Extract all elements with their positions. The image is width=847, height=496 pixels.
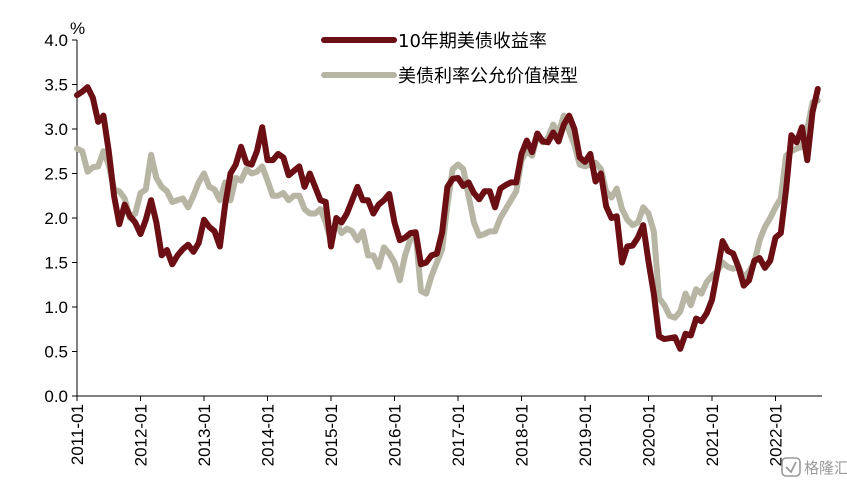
series-layer xyxy=(74,84,821,352)
watermark-logo-icon xyxy=(781,457,801,477)
y-axis-ticks: 0.0 0.5 1.0 1.5 2.0 2.5 3.0 3.5 4.0 xyxy=(44,31,77,406)
x-tick-label: 2017-01 xyxy=(449,404,468,466)
legend-label-0: 10年期美债收益率 xyxy=(398,31,547,52)
watermark: 格隆汇 xyxy=(781,457,847,477)
y-tick-label: 4.0 xyxy=(44,31,68,50)
y-axis-unit-label: % xyxy=(70,19,85,38)
series-line-0 xyxy=(74,84,821,352)
y-tick-label: 3.0 xyxy=(44,120,68,139)
x-tick-label: 2016-01 xyxy=(386,404,405,466)
y-tick-label: 2.0 xyxy=(44,209,68,228)
x-tick-label: 2019-01 xyxy=(576,404,595,466)
x-tick-label: 2014-01 xyxy=(259,404,278,466)
x-tick-label: 2022-01 xyxy=(767,404,786,466)
x-tick-label: 2012-01 xyxy=(132,404,151,466)
y-tick-label: 3.5 xyxy=(44,76,68,95)
x-tick-label: 2021-01 xyxy=(703,404,722,466)
x-axis-ticks: 2011-01 2012-01 2013-01 2014-01 2015-01 2016-… xyxy=(68,396,786,466)
legend-label-1: 美债利率公允价值模型 xyxy=(398,66,578,87)
y-tick-label: 0.0 xyxy=(44,387,68,406)
y-tick-label: 1.5 xyxy=(44,254,68,273)
watermark-text: 格隆汇 xyxy=(804,459,847,477)
y-tick-label: 0.5 xyxy=(44,343,68,362)
x-tick-label: 2015-01 xyxy=(322,404,341,466)
y-tick-label: 1.0 xyxy=(44,298,68,317)
x-tick-label: 2013-01 xyxy=(195,404,214,466)
x-tick-label: 2020-01 xyxy=(640,404,659,466)
y-tick-label: 2.5 xyxy=(44,165,68,184)
x-tick-label: 2018-01 xyxy=(513,404,532,466)
x-tick-label: 2011-01 xyxy=(68,404,87,465)
